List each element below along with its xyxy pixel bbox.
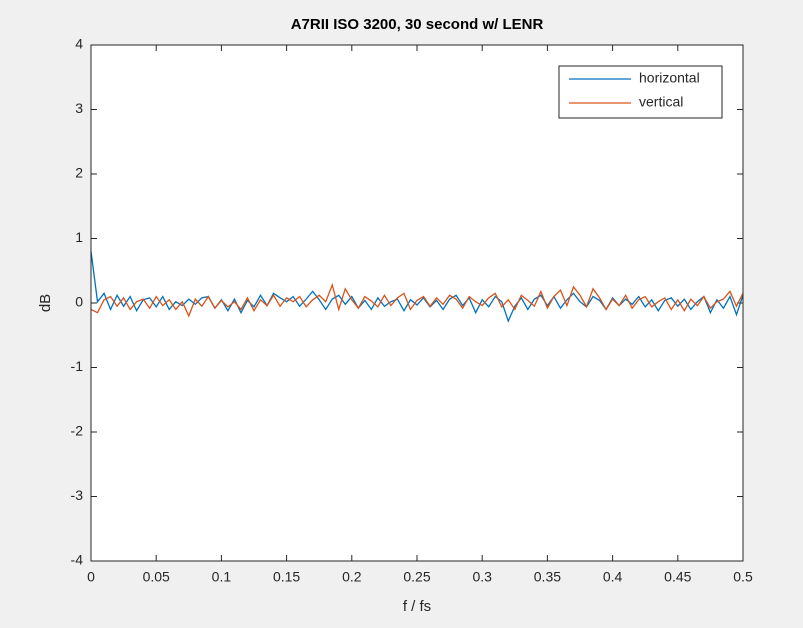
y-tick-label: 3 [75, 100, 83, 116]
y-tick-label: 2 [75, 165, 83, 181]
y-tick-label: -4 [71, 552, 84, 568]
x-tick-label: 0.2 [342, 569, 362, 585]
plot-area [91, 45, 743, 561]
x-tick-label: 0.1 [212, 569, 232, 585]
x-tick-label: 0.45 [664, 569, 691, 585]
x-tick-label: 0 [87, 569, 95, 585]
y-tick-label: -1 [71, 358, 84, 374]
legend-label: vertical [639, 94, 683, 110]
y-tick-label: 1 [75, 229, 83, 245]
y-axis-label: dB [37, 294, 54, 312]
y-tick-label: 0 [75, 294, 83, 310]
x-tick-label: 0.05 [143, 569, 170, 585]
x-tick-label: 0.5 [733, 569, 753, 585]
chart-title: A7RII ISO 3200, 30 second w/ LENR [291, 16, 544, 33]
x-tick-label: 0.25 [403, 569, 430, 585]
x-tick-label: 0.35 [534, 569, 561, 585]
y-tick-label: -2 [71, 423, 84, 439]
legend-box [558, 65, 723, 119]
series-line [90, 282, 744, 318]
y-tick-label: -3 [71, 487, 84, 503]
legend-label: horizontal [639, 70, 700, 86]
x-axis-label: f / fs [403, 598, 431, 615]
x-tick-label: 0.4 [603, 569, 623, 585]
x-tick-label: 0.3 [472, 569, 492, 585]
x-tick-label: 0.15 [273, 569, 300, 585]
series-line [90, 251, 744, 323]
axes-box [90, 44, 744, 562]
y-tick-label: 4 [75, 36, 83, 52]
